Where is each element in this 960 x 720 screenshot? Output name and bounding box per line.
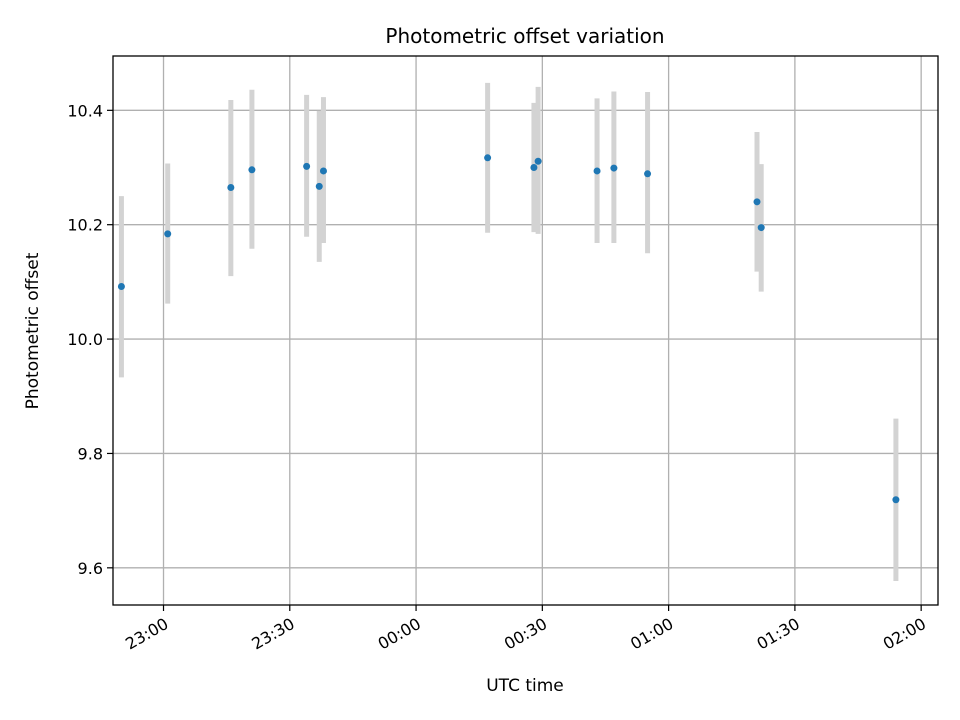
plot-area-frame — [112, 55, 939, 606]
data-point — [534, 157, 542, 165]
data-point — [303, 162, 311, 170]
y-axis-ticks: 9.6 9.8 10.0 10.2 10.4 — [67, 101, 113, 578]
data-point — [248, 166, 256, 174]
data-point — [610, 164, 618, 172]
y-tick-label: 10.4 — [67, 101, 103, 120]
y-tick-label: 10.2 — [67, 216, 103, 235]
data-point — [319, 167, 327, 175]
data-point — [227, 184, 235, 192]
data-point — [117, 282, 125, 290]
y-axis-title: Photometric offset — [23, 252, 43, 409]
data-points — [117, 154, 900, 504]
data-point — [315, 182, 323, 190]
data-point — [593, 167, 601, 175]
data-point — [753, 198, 761, 206]
y-tick-label: 9.6 — [78, 559, 103, 578]
y-tick-label: 10.0 — [67, 330, 103, 349]
chart-title: Photometric offset variation — [385, 24, 664, 48]
data-point — [164, 230, 172, 238]
data-point — [644, 170, 652, 178]
x-axis-title: UTC time — [486, 676, 564, 696]
data-point — [757, 224, 765, 232]
data-point — [484, 154, 492, 162]
y-tick-label: 9.8 — [78, 444, 103, 463]
data-point — [530, 164, 538, 172]
data-point — [892, 496, 900, 504]
